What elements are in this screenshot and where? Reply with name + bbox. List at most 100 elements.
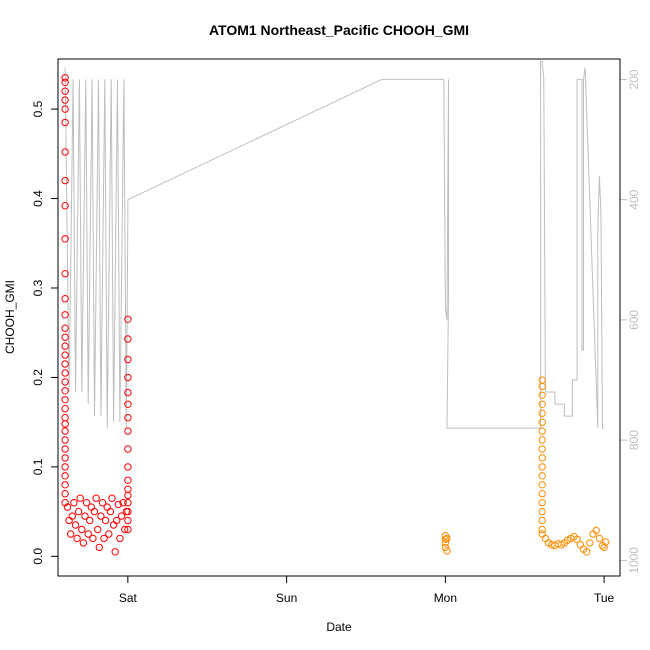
data-point: [61, 436, 69, 444]
data-point: [117, 512, 126, 520]
data-point: [61, 176, 69, 185]
data-point: [71, 521, 80, 529]
data-point: [538, 376, 546, 384]
data-point: [98, 499, 107, 507]
data-point: [106, 507, 115, 516]
points-layer: [61, 74, 610, 556]
data-point: [61, 270, 69, 278]
y2-tick-label: 800: [627, 430, 641, 450]
series-1: [61, 74, 132, 556]
data-point: [61, 378, 69, 386]
data-point: [68, 512, 77, 520]
data-point: [600, 543, 608, 552]
data-point: [61, 202, 69, 210]
data-point: [108, 494, 116, 502]
data-point: [61, 360, 69, 368]
data-point: [95, 543, 104, 552]
x-tick-label: Sun: [276, 591, 297, 605]
data-point: [124, 525, 132, 534]
data-point: [103, 503, 111, 511]
pressure-series: [64, 60, 605, 429]
data-point: [124, 414, 132, 422]
pressure-line: [64, 60, 605, 429]
data-point: [61, 342, 69, 350]
data-point: [583, 548, 591, 556]
data-point: [124, 499, 132, 507]
data-point: [100, 534, 108, 543]
chart-title: ATOM1 Northeast_Pacific CHOOH_GMI: [209, 22, 469, 38]
data-point: [61, 324, 69, 332]
data-point: [124, 373, 132, 382]
data-point: [124, 491, 132, 500]
data-point: [541, 534, 550, 543]
data-point: [538, 525, 546, 534]
data-point: [61, 74, 69, 82]
data-point: [124, 476, 132, 484]
data-point: [124, 463, 132, 471]
data-point: [586, 539, 594, 547]
data-point: [111, 548, 119, 556]
x-tick-label: Tue: [594, 591, 615, 605]
data-point: [538, 490, 546, 498]
y2-tick-label: 1000: [627, 547, 641, 574]
series-2: [441, 376, 610, 556]
data-point: [61, 387, 69, 395]
data-point: [538, 454, 546, 462]
data-point: [61, 235, 69, 243]
data-point: [538, 436, 546, 444]
data-point: [113, 516, 121, 525]
data-point: [61, 405, 69, 413]
data-point: [87, 503, 96, 511]
data-point: [124, 315, 132, 323]
y-axis: 0.0 0.1 0.2 0.3 0.4 0.5: [31, 100, 58, 565]
data-point: [70, 499, 78, 507]
data-point: [86, 516, 94, 525]
data-point: [61, 118, 69, 127]
data-point: [101, 516, 110, 525]
y-tick-label: 0.2: [31, 369, 45, 386]
data-point: [124, 355, 132, 364]
data-point: [602, 538, 610, 546]
data-point: [441, 543, 450, 552]
data-point: [61, 78, 69, 87]
data-point: [78, 525, 86, 534]
y-tick-label: 0.4: [31, 190, 45, 207]
data-point: [61, 96, 69, 104]
data-point: [538, 382, 546, 391]
data-point: [538, 481, 546, 489]
data-point: [61, 454, 69, 462]
data-point: [441, 535, 450, 543]
data-point: [576, 541, 584, 549]
data-point: [61, 463, 69, 471]
data-point: [89, 534, 97, 543]
data-point: [97, 512, 105, 520]
data-point: [105, 530, 113, 538]
x-tick-label: Sat: [119, 591, 138, 605]
y2-tick-label: 200: [627, 69, 641, 89]
y-tick-label: 0.1: [31, 458, 45, 475]
data-point: [61, 87, 69, 95]
data-point: [119, 499, 127, 507]
plot-frame: [57, 58, 621, 577]
y2-tick-label: 400: [627, 189, 641, 209]
data-point: [81, 512, 89, 520]
data-point: [538, 418, 546, 426]
data-point: [61, 311, 69, 319]
data-point: [592, 526, 600, 535]
data-point: [61, 499, 69, 507]
data-point: [74, 507, 83, 516]
data-point: [121, 525, 129, 534]
data-point: [109, 521, 118, 529]
data-point: [61, 295, 69, 303]
x-axis: Sat Sun Mon Tue: [119, 576, 615, 605]
data-point: [538, 499, 546, 507]
data-point: [76, 494, 84, 502]
data-point: [538, 400, 546, 408]
data-point: [61, 369, 69, 377]
data-point: [124, 427, 132, 435]
data-point: [61, 472, 69, 480]
y-tick-label: 0.5: [31, 100, 45, 117]
data-point: [114, 500, 123, 509]
data-point: [94, 525, 102, 534]
data-point: [84, 530, 92, 538]
